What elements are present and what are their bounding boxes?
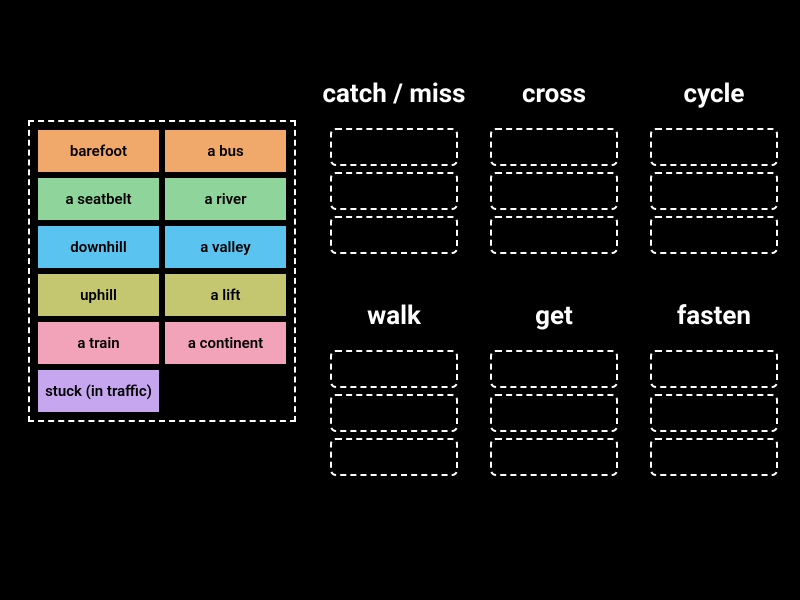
drop-slot[interactable] <box>330 350 458 388</box>
target-label: cycle <box>684 66 745 124</box>
drop-slot[interactable] <box>330 128 458 166</box>
draggable-tile[interactable]: barefoot <box>36 128 161 174</box>
draggable-tile[interactable]: downhill <box>36 224 161 270</box>
drop-slot[interactable] <box>490 128 618 166</box>
draggable-tile[interactable]: stuck (in traffic) <box>36 368 161 414</box>
targets-area: catch / miss cross cycle walk get fasten <box>320 66 788 482</box>
empty-cell <box>163 368 288 414</box>
drop-slot[interactable] <box>650 350 778 388</box>
target-group: cross <box>480 66 628 260</box>
target-group: cycle <box>640 66 788 260</box>
draggable-tile[interactable]: a river <box>163 176 288 222</box>
drop-slot[interactable] <box>490 394 618 432</box>
draggable-tile[interactable]: a valley <box>163 224 288 270</box>
target-group: get <box>480 288 628 482</box>
target-label: get <box>535 288 573 346</box>
drop-slot[interactable] <box>650 128 778 166</box>
drop-slot[interactable] <box>650 394 778 432</box>
drop-slot[interactable] <box>650 438 778 476</box>
draggable-tile[interactable]: a lift <box>163 272 288 318</box>
target-group: catch / miss <box>320 66 468 260</box>
target-group: walk <box>320 288 468 482</box>
source-grid: barefoota busa seatbelta riverdownhilla … <box>36 128 288 414</box>
target-label: walk <box>367 288 421 346</box>
target-group: fasten <box>640 288 788 482</box>
drop-slot[interactable] <box>490 350 618 388</box>
draggable-tile[interactable]: a continent <box>163 320 288 366</box>
drop-slot[interactable] <box>330 172 458 210</box>
drop-slot[interactable] <box>650 216 778 254</box>
draggable-tile[interactable]: a seatbelt <box>36 176 161 222</box>
target-label: cross <box>522 66 586 124</box>
drop-slot[interactable] <box>650 172 778 210</box>
source-panel: barefoota busa seatbelta riverdownhilla … <box>28 120 296 422</box>
drop-slot[interactable] <box>490 438 618 476</box>
drop-slot[interactable] <box>490 172 618 210</box>
drop-slot[interactable] <box>330 216 458 254</box>
drop-slot[interactable] <box>490 216 618 254</box>
draggable-tile[interactable]: a train <box>36 320 161 366</box>
draggable-tile[interactable]: a bus <box>163 128 288 174</box>
target-label: fasten <box>677 288 751 346</box>
drop-slot[interactable] <box>330 394 458 432</box>
drop-slot[interactable] <box>330 438 458 476</box>
target-label: catch / miss <box>322 66 465 124</box>
draggable-tile[interactable]: uphill <box>36 272 161 318</box>
